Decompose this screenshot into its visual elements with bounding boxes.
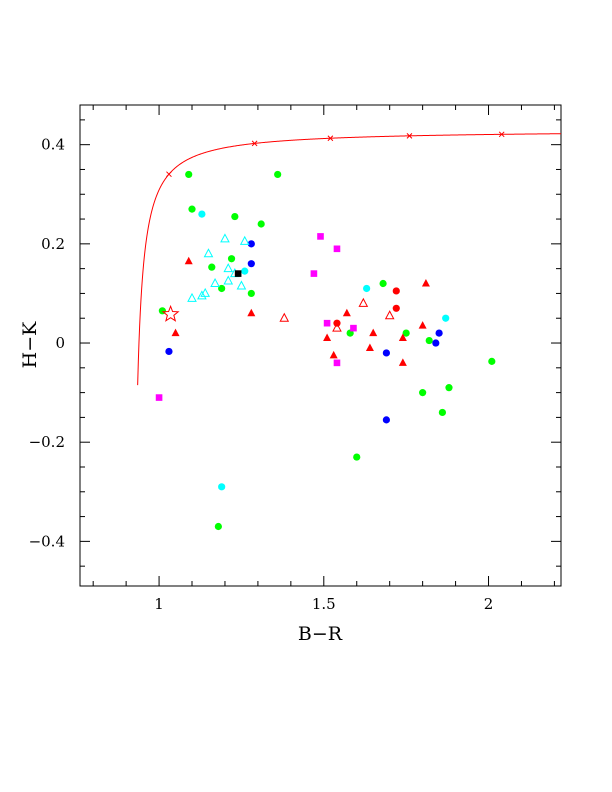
data-point-square [234, 270, 242, 277]
data-point-circle [392, 287, 400, 295]
data-point-square [323, 319, 331, 327]
data-point-circle [214, 522, 222, 531]
data-point-circle [208, 263, 216, 271]
data-points-layer [155, 170, 496, 531]
data-point-circle [442, 314, 450, 322]
data-point-open-triangle [223, 263, 234, 273]
data-point-square [317, 233, 324, 240]
data-point-triangle [398, 358, 407, 366]
data-point-circle [257, 220, 265, 228]
x-tick-label: 2 [484, 595, 494, 613]
data-point-circle [274, 170, 282, 179]
data-point-circle [379, 279, 387, 288]
plot-frame [79, 104, 562, 587]
y-tick-label: −0.4 [29, 532, 65, 550]
y-tick-label: 0.2 [41, 235, 65, 253]
curve-cross-marker [406, 132, 413, 139]
data-point-triangle [329, 350, 338, 359]
data-point-circle [445, 384, 453, 392]
curve-cross-marker [498, 131, 505, 138]
x-axis-label: B−R [298, 623, 343, 645]
data-point-triangle [418, 321, 427, 329]
curve-cross-marker [166, 171, 172, 178]
data-point-open-triangle [279, 312, 290, 322]
data-point-circle [218, 284, 226, 293]
data-point-circle [247, 240, 255, 248]
data-point-triangle [398, 333, 407, 342]
data-point-circle [198, 210, 206, 218]
data-point-circle [382, 349, 390, 357]
tick-labels: 1 1.5 2 −0.4 −0.2 0 0.2 0.4 [29, 136, 494, 613]
data-point-open-triangle [236, 280, 247, 290]
data-point-open-triangle [358, 297, 369, 307]
data-point-circle [353, 453, 361, 461]
data-point-circle [218, 483, 226, 491]
axis-ticks [80, 105, 561, 586]
curve-cross-marker [251, 140, 258, 147]
data-point-open-triangle [223, 275, 234, 285]
data-point-triangle [369, 328, 378, 337]
data-point-open-triangle [197, 290, 207, 300]
data-point-triangle [184, 256, 193, 265]
data-point-square [310, 270, 318, 277]
data-point-triangle [342, 308, 351, 317]
data-point-circle [188, 205, 196, 213]
data-point-circle [165, 347, 173, 356]
data-point-circle [419, 389, 427, 397]
data-point-square [333, 245, 341, 253]
data-point-circle [231, 212, 239, 221]
data-point-circle [488, 357, 496, 365]
data-point-circle [247, 289, 255, 298]
data-point-open-triangle [332, 322, 342, 332]
data-point-circle [227, 255, 236, 263]
data-point-circle [247, 260, 255, 268]
data-point-square [333, 359, 341, 367]
data-point-triangle [171, 328, 180, 337]
data-point-circle [432, 339, 440, 347]
data-point-open-triangle [187, 292, 197, 302]
data-point-circle [241, 267, 249, 275]
model-curve [137, 133, 561, 386]
data-point-triangle [365, 343, 374, 351]
data-point-open-triangle [200, 287, 211, 297]
y-axis-label: H−K [19, 321, 41, 368]
curve-cross-marker [327, 135, 334, 142]
data-point-triangle [323, 333, 332, 342]
star-marker [161, 304, 180, 322]
data-point-triangle [421, 279, 430, 287]
data-point-open-triangle [384, 310, 395, 320]
data-point-open-triangle [203, 248, 214, 258]
x-tick-label: 1.5 [312, 595, 336, 613]
data-point-square [350, 324, 357, 332]
data-point-open-triangle [220, 233, 230, 243]
data-point-triangle [247, 308, 256, 317]
x-tick-label: 1 [154, 595, 164, 613]
data-point-circle [435, 329, 443, 337]
model-curve-layer [137, 131, 561, 386]
data-point-circle [402, 329, 410, 337]
data-point-square [155, 394, 163, 401]
data-point-circle [363, 284, 371, 293]
data-point-circle [438, 408, 446, 417]
y-tick-label: −0.2 [29, 433, 65, 451]
data-point-circle [185, 170, 193, 179]
y-tick-label: 0 [55, 334, 65, 352]
data-point-open-triangle [239, 235, 250, 245]
y-tick-label: 0.4 [41, 136, 65, 154]
data-point-open-triangle [210, 277, 220, 288]
data-point-circle [382, 416, 390, 424]
data-point-circle [425, 336, 433, 345]
data-point-circle [392, 304, 400, 312]
